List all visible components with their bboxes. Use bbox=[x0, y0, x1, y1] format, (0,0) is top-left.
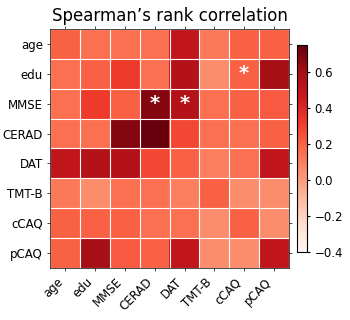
Text: *: * bbox=[180, 94, 190, 113]
Title: Spearman’s rank correlation: Spearman’s rank correlation bbox=[52, 7, 288, 25]
Text: *: * bbox=[150, 94, 160, 113]
Text: *: * bbox=[239, 64, 249, 84]
